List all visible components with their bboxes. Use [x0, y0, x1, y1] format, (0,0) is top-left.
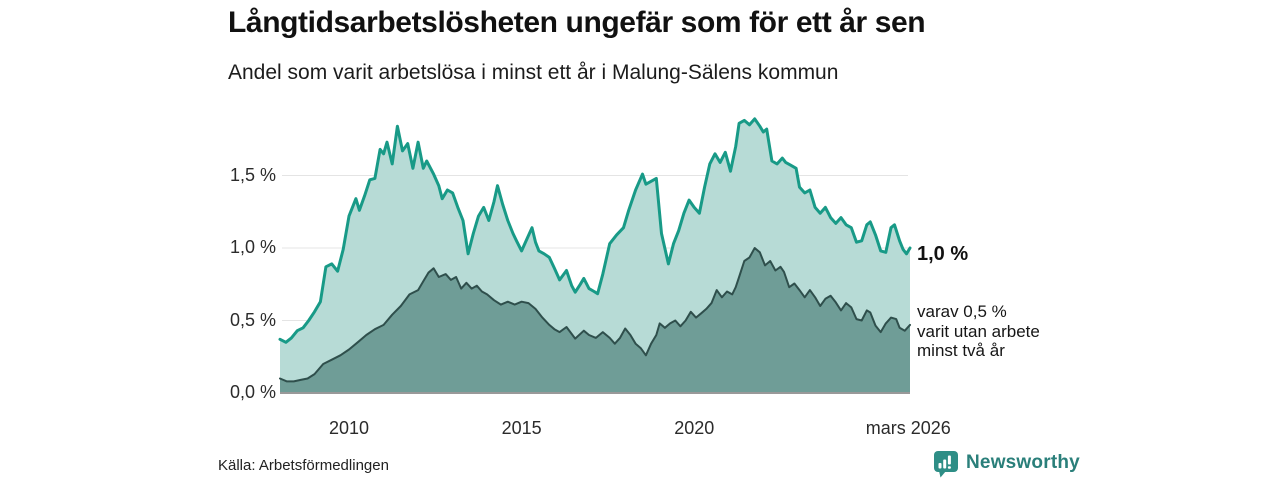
y-tick-label: 0,5 % — [229, 309, 276, 330]
plot-svg — [278, 117, 912, 394]
y-tick-label: 0,0 % — [229, 382, 276, 402]
y-tick-label: 1,5 % — [229, 164, 276, 185]
newsworthy-logo-text: Newsworthy — [966, 452, 1080, 473]
newsworthy-logo-icon — [934, 451, 958, 478]
note-line-2: varit utan arbete — [917, 321, 1040, 341]
note-line-1: varav 0,5 % — [917, 302, 1007, 321]
plot-area: 0,0 % 0,5 % 1,0 % 1,5 % 2010 2015 2020 mars 202… — [230, 110, 951, 438]
x-tick-label: 2010 — [329, 418, 370, 438]
line-unemployed-min-two-years — [279, 247, 911, 383]
end-value-label: 1,0 % — [917, 243, 969, 265]
x-tick-label: mars 2026 — [865, 418, 951, 438]
y-tick-label: 1,0 % — [229, 237, 276, 257]
x-tick-label: 2020 — [674, 418, 715, 438]
x-tick-label: 2015 — [501, 418, 542, 438]
secondary-series-note: varav 0,5 % varit utan arbete minst två … — [917, 302, 1040, 361]
chart-title: Långtidsarbetslösheten ungefär som för e… — [228, 6, 926, 39]
area-unemployed-min-two-years — [280, 248, 910, 393]
line-unemployed-min-one-year — [278, 117, 912, 344]
note-line-3: minst två år — [917, 341, 1005, 360]
source-credit: Källa: Arbetsförmedlingen — [218, 457, 389, 474]
chart-subtitle: Andel som varit arbetslösa i minst ett å… — [228, 61, 839, 84]
